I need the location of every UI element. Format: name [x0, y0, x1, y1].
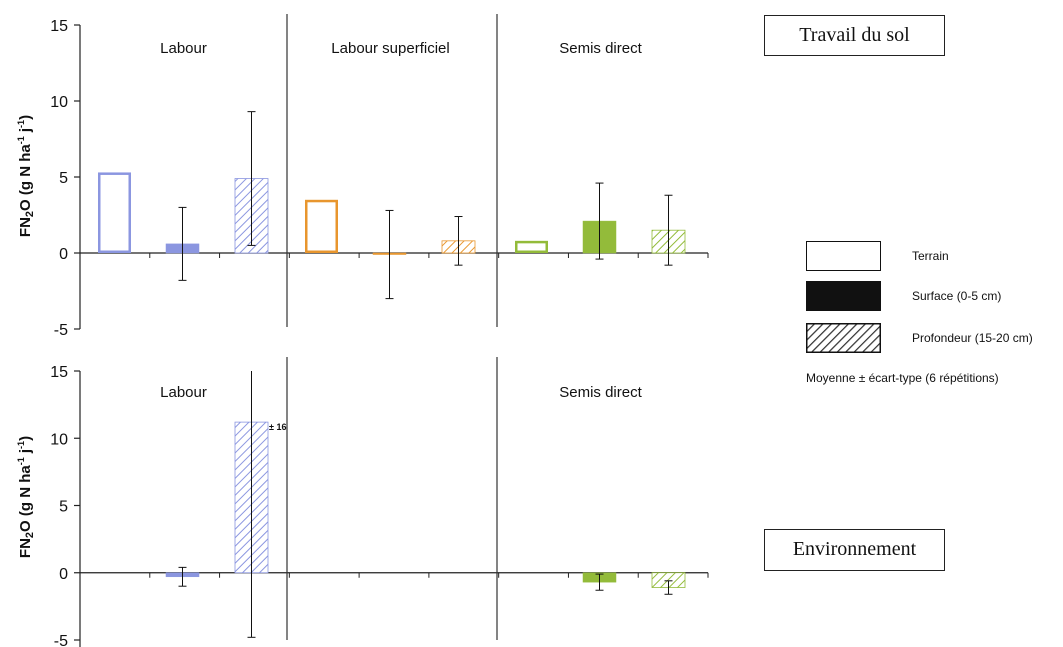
top-panel: FN2O (g N ha-1 j-1) 15 10 5 0 -5 Labour Labour…: [16, 14, 709, 339]
y-tick-label: -5: [54, 322, 68, 339]
y-tick-label: 10: [50, 431, 68, 448]
legend-label: Terrain: [912, 249, 949, 263]
group-label: Labour: [160, 40, 207, 57]
y-tick-label: 10: [50, 94, 68, 111]
legend-swatch-solid: [806, 281, 881, 311]
y-tick-label: 0: [59, 566, 68, 583]
bar-terrain: [305, 199, 338, 254]
y-tick-label: -5: [54, 633, 68, 647]
bottom-panel: FN2O (g N ha-1 j-1) 15 10 5 0 -5 Labour Semis …: [16, 357, 709, 647]
legend-swatch-empty: [806, 241, 881, 271]
bar-terrain: [515, 240, 548, 253]
environnement-box: Environnement: [764, 529, 945, 571]
legend-label: Profondeur (15-20 cm): [912, 331, 1033, 345]
bar-terrain: [98, 172, 131, 253]
legend-swatch-hatched: [806, 323, 881, 353]
legend-item-terrain: Terrain: [806, 241, 1063, 271]
y-tick-label: 15: [50, 18, 68, 35]
y-axis-label: FN2O (g N ha-1 j-1): [16, 115, 36, 237]
annotation: ± 16: [269, 422, 286, 432]
travail-du-sol-box: Travail du sol: [764, 15, 945, 56]
group-label: Semis direct: [559, 40, 642, 57]
y-tick-label: 15: [50, 364, 68, 381]
group-label: Labour superficiel: [331, 40, 449, 57]
legend-label: Surface (0-5 cm): [912, 289, 1002, 303]
y-axis-label: FN2O (g N ha-1 j-1): [16, 436, 36, 558]
legend-item-profondeur: Profondeur (15-20 cm): [806, 323, 1063, 353]
y-tick-label: 0: [59, 246, 68, 263]
legend-note: Moyenne ± écart-type (6 répétitions): [806, 371, 999, 385]
legend-item-surface: Surface (0-5 cm): [806, 281, 1063, 311]
group-label: Labour: [160, 384, 207, 401]
y-tick-label: 5: [59, 170, 68, 187]
y-tick-label: 5: [59, 499, 68, 516]
legend: Terrain Surface (0-5 cm) Profondeur (15-…: [806, 238, 1063, 398]
group-label: Semis direct: [559, 384, 642, 401]
